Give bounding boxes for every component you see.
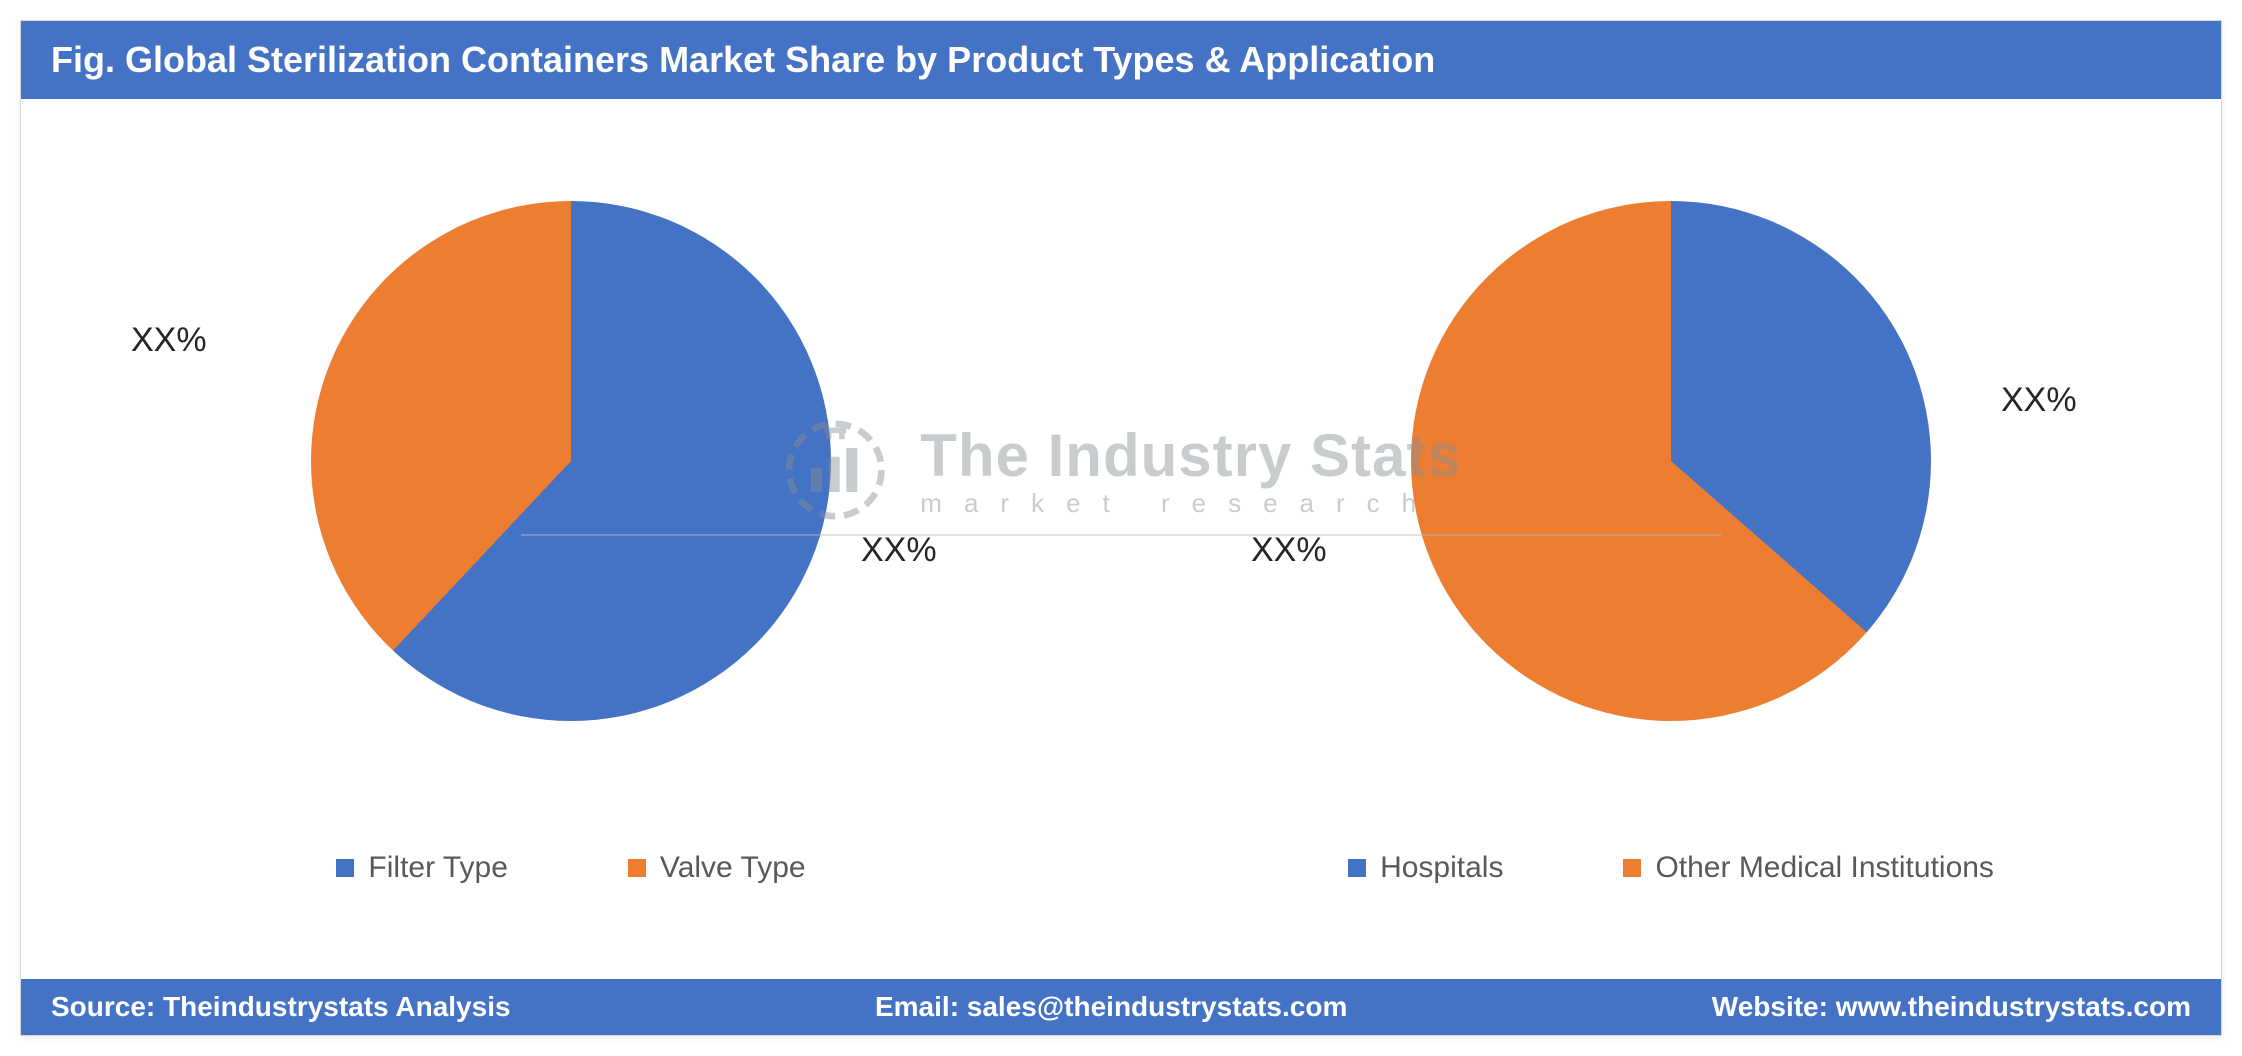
figure-card: Fig. Global Sterilization Containers Mar… bbox=[20, 20, 2222, 1036]
figure-title: Fig. Global Sterilization Containers Mar… bbox=[51, 39, 1435, 80]
data-label: XX% bbox=[861, 531, 937, 570]
figure-title-bar: Fig. Global Sterilization Containers Mar… bbox=[21, 21, 2221, 101]
chart-left-panel: XX% XX% Filter Type Valve Type bbox=[21, 101, 1121, 979]
data-label: XX% bbox=[1251, 531, 1327, 570]
legend-label: Filter Type bbox=[368, 851, 508, 885]
legend-item: Other Medical Institutions bbox=[1623, 851, 1993, 885]
legend-item: Filter Type bbox=[336, 851, 508, 885]
footer-email: Email: sales@theindustrystats.com bbox=[875, 991, 1347, 1023]
legend-item: Hospitals bbox=[1348, 851, 1503, 885]
legend-swatch bbox=[1623, 859, 1641, 877]
legend-swatch bbox=[336, 859, 354, 877]
data-label: XX% bbox=[2001, 381, 2077, 420]
figure-footer-bar: Source: Theindustrystats Analysis Email:… bbox=[21, 977, 2221, 1035]
pie-left bbox=[311, 201, 831, 721]
legend-item: Valve Type bbox=[628, 851, 806, 885]
chart-right-panel: XX% XX% Hospitals Other Medical Institut… bbox=[1121, 101, 2221, 979]
pie-left-wrap: XX% XX% bbox=[21, 101, 1121, 821]
legend-label: Other Medical Institutions bbox=[1655, 851, 1993, 885]
data-label: XX% bbox=[131, 321, 207, 360]
footer-website: Website: www.theindustrystats.com bbox=[1712, 991, 2191, 1023]
legend-label: Hospitals bbox=[1380, 851, 1503, 885]
legend-right: Hospitals Other Medical Institutions bbox=[1348, 851, 1994, 885]
figure-body: XX% XX% Filter Type Valve Type bbox=[21, 101, 2221, 979]
legend-left: Filter Type Valve Type bbox=[336, 851, 805, 885]
pie-right bbox=[1411, 201, 1931, 721]
charts-row: XX% XX% Filter Type Valve Type bbox=[21, 101, 2221, 979]
pie-right-wrap: XX% XX% bbox=[1121, 101, 2221, 821]
legend-label: Valve Type bbox=[660, 851, 806, 885]
legend-swatch bbox=[1348, 859, 1366, 877]
footer-source: Source: Theindustrystats Analysis bbox=[51, 991, 511, 1023]
legend-swatch bbox=[628, 859, 646, 877]
